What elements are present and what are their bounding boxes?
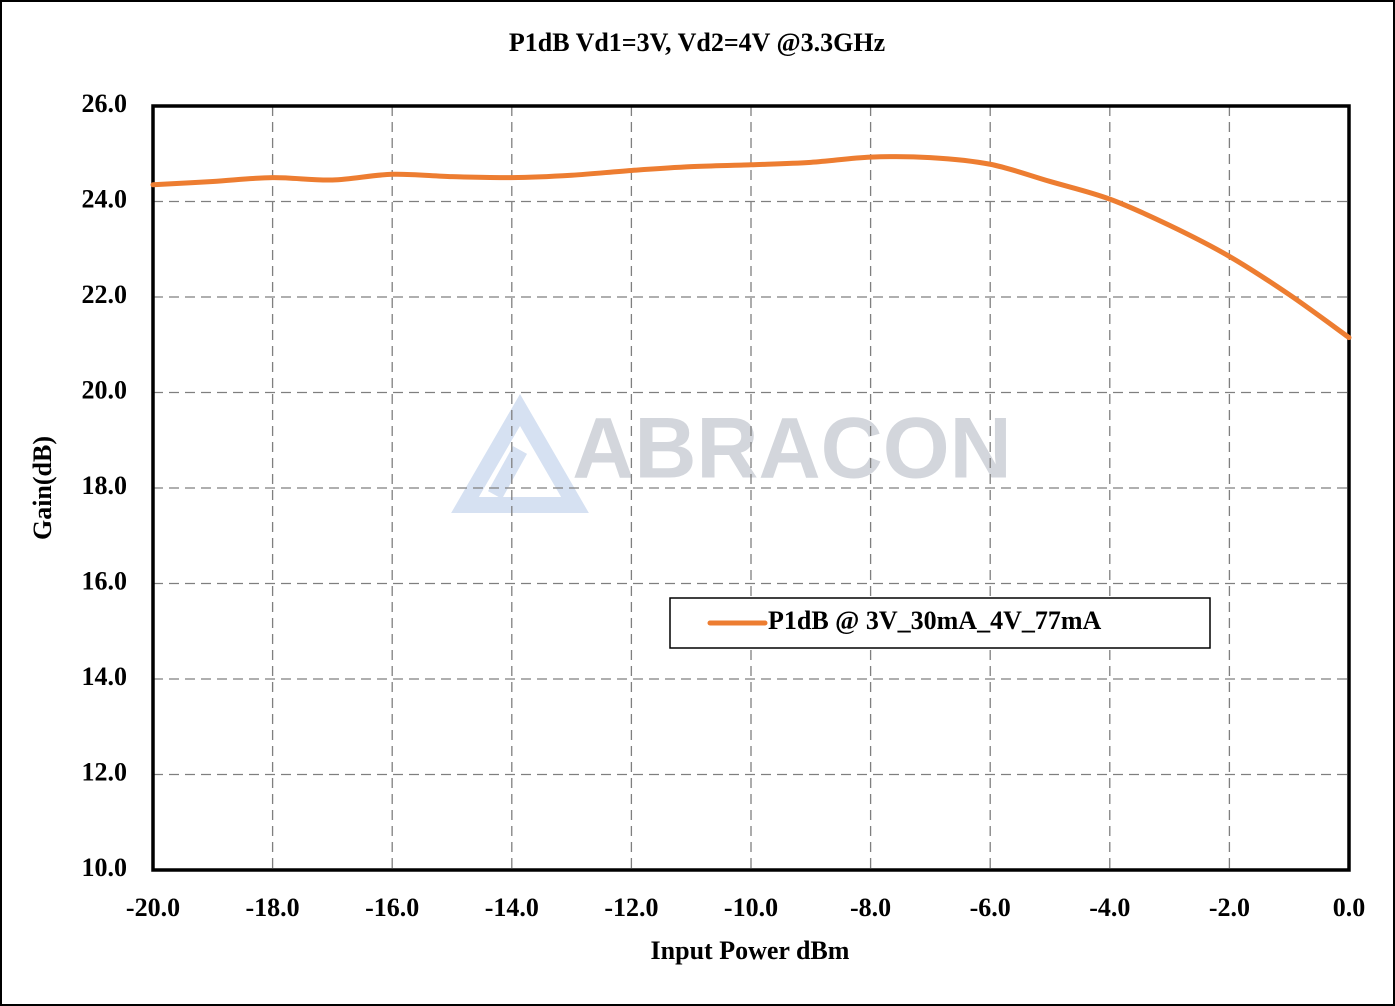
y-tick-label: 14.0 <box>82 662 128 691</box>
x-tick-label: -16.0 <box>365 893 419 922</box>
y-axis-label: Gain(dB) <box>28 436 57 540</box>
y-tick-label: 26.0 <box>82 89 128 118</box>
x-tick-label: -2.0 <box>1209 893 1250 922</box>
x-axis-label: Input Power dBm <box>651 936 850 965</box>
x-tick-label: -4.0 <box>1089 893 1130 922</box>
y-tick-label: 18.0 <box>82 471 128 500</box>
x-tick-label: 0.0 <box>1333 893 1366 922</box>
y-tick-label: 16.0 <box>82 566 128 595</box>
x-tick-label: -18.0 <box>246 893 300 922</box>
plot-border <box>151 104 1351 872</box>
watermark-logo <box>451 394 589 513</box>
x-tick-label: -12.0 <box>604 893 658 922</box>
y-tick-label: 22.0 <box>82 280 128 309</box>
y-tick-label: 12.0 <box>82 757 128 786</box>
x-tick-label: -6.0 <box>970 893 1011 922</box>
x-tick-label: -8.0 <box>850 893 891 922</box>
watermark: ABRACON <box>572 401 1012 497</box>
y-tick-label: 24.0 <box>82 184 128 213</box>
y-tick-label: 20.0 <box>82 375 128 404</box>
y-tick-label: 10.0 <box>82 853 128 882</box>
x-tick-label: -20.0 <box>126 893 180 922</box>
legend-label: P1dB @ 3V_30mA_4V_77mA <box>768 606 1102 635</box>
series-line <box>150 154 1352 341</box>
x-tick-label: -14.0 <box>485 893 539 922</box>
chart-title: P1dB Vd1=3V, Vd2=4V @3.3GHz <box>509 28 885 57</box>
x-tick-label: -10.0 <box>724 893 778 922</box>
